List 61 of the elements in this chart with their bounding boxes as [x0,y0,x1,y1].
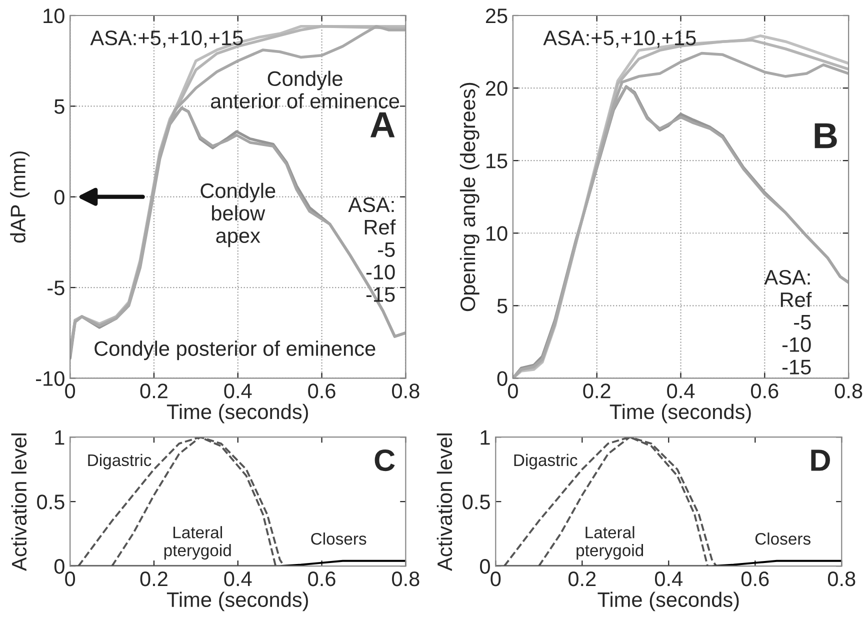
annotation: Lateral pterygoid [164,526,231,560]
annotation: Digastric [514,454,578,470]
annotation: Lateral pterygoid [576,526,644,560]
x-tick-label: 0.2 [583,384,610,398]
x-tick-label: 0.8 [834,384,862,398]
x-axis-title: Time (seconds) [166,404,308,424]
y-axis-title: Activation level [436,433,452,572]
y-axis-title: dAP (mm) [10,151,30,243]
annotation: C [374,449,395,472]
x-tick-label: 0.8 [828,571,856,586]
annotation: Closers [311,532,366,545]
y-tick-label: 0 [497,371,508,386]
y-axis-title: Activation level [11,433,27,572]
y-tick-label: 0.5 [462,494,490,510]
y-tick-label: 10 [44,8,64,24]
annotation: ASA: Ref -5 -10 -15 [764,270,812,374]
x-axis-title: Time (seconds) [610,404,751,424]
x-tick-label: 0.6 [741,571,769,586]
x-tick-label: 0.6 [308,571,336,586]
y-tick-label: 5 [54,99,64,114]
x-tick-label: 0 [508,384,518,398]
x-tick-label: 0.2 [140,571,168,586]
y-tick-label: 20 [486,81,508,96]
y-tick-label: 25 [486,8,508,24]
x-tick-label: 0.4 [224,571,252,586]
annotation: Condyle below apex [200,182,276,248]
y-tick-label: 0.5 [37,494,64,510]
x-tick-label: 0 [65,571,76,586]
x-tick-label: 0 [65,384,76,398]
x-axis-title: Time (seconds) [598,592,739,612]
y-tick-label: -5 [48,280,64,296]
x-tick-label: 0.6 [750,384,778,398]
annotation: Closers [755,532,810,545]
y-tick-label: -10 [36,371,64,386]
y-tick-label: 10 [486,226,508,241]
y-tick-label: 0 [54,559,64,574]
annotation: Digastric [88,454,152,470]
y-tick-label: 1 [480,430,490,445]
x-tick-label: 0.4 [224,384,252,398]
x-tick-label: 0.8 [392,571,420,586]
x-axis-title: Time (seconds) [166,592,308,612]
x-tick-label: 0.4 [667,384,695,398]
x-tick-label: 0.2 [568,571,596,586]
annotation: B [814,123,837,148]
y-tick-label: 0 [54,190,64,205]
y-axis-title: Opening angle (degrees) [460,82,480,312]
annotation: Condyle posterior of eminence [94,340,376,360]
annotation: ASA:+5,+10,+15 [543,30,696,48]
y-tick-label: 15 [486,154,508,168]
y-tick-label: 0 [480,559,490,574]
annotation: ASA: Ref -5 -10 -15 [348,197,396,302]
annotation: A [370,112,395,138]
annotation: ASA:+5,+10,+15 [90,30,243,48]
x-tick-label: 0.8 [392,384,420,398]
x-tick-label: 0.6 [308,384,336,398]
annotation: D [811,450,830,471]
x-tick-label: 0.2 [140,384,168,398]
y-tick-label: 1 [55,430,64,445]
x-tick-label: 0.4 [654,571,683,586]
annotation: Condyle anterior of eminence [210,70,400,108]
y-tick-label: 5 [497,298,508,314]
